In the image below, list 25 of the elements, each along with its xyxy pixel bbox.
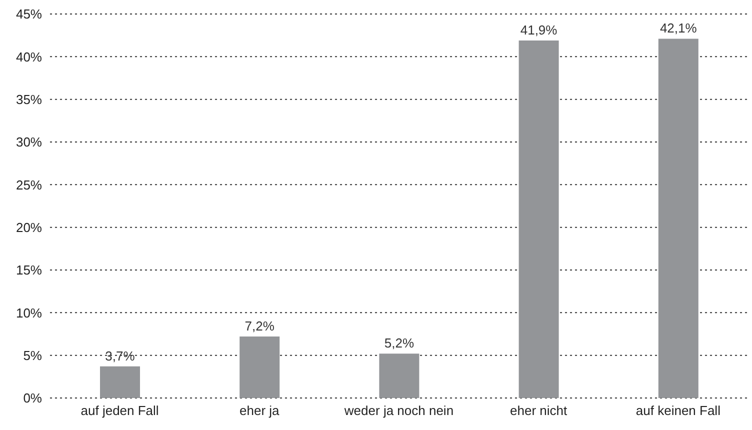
bar [658, 38, 698, 398]
bar [518, 40, 559, 398]
x-tick-label: eher ja [240, 403, 280, 418]
y-tick-label: 10% [16, 305, 42, 320]
x-tick-label: auf jeden Fall [80, 403, 159, 418]
x-tick-label: auf keinen Fall [636, 403, 721, 418]
data-label: 41,9% [520, 22, 558, 38]
y-tick-label: 5% [23, 348, 42, 363]
y-tick-label: 30% [16, 134, 42, 150]
data-label: 5,2% [384, 336, 414, 351]
bar [100, 366, 140, 398]
data-label: 7,2% [244, 318, 275, 334]
data-label: 3,7% [105, 348, 136, 364]
bar [240, 336, 280, 398]
data-label: 42,1% [660, 20, 698, 36]
bar [379, 354, 420, 398]
y-tick-label: 40% [16, 49, 42, 64]
y-tick-label: 35% [16, 92, 42, 107]
y-tick-label: 45% [16, 6, 42, 22]
x-tick-label: weder ja noch nein [343, 403, 454, 418]
y-tick-label: 15% [16, 262, 42, 278]
y-tick-label: 25% [16, 177, 42, 192]
y-tick-label: 0% [23, 390, 42, 406]
x-tick-label: eher nicht [510, 403, 568, 418]
y-tick-label: 20% [16, 220, 42, 235]
